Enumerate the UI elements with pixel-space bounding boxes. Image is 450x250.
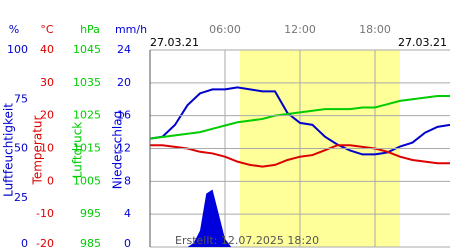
- unit-label: °C: [40, 23, 54, 36]
- y-tick-label: 4: [124, 207, 131, 220]
- unit-label: %: [9, 23, 19, 36]
- y-tick-label: 25: [14, 191, 28, 204]
- y-tick-label: 8: [124, 174, 131, 187]
- y-tick-label: 20: [40, 109, 54, 122]
- x-tick-label: 12:00: [284, 23, 316, 36]
- unit-label: hPa: [80, 23, 100, 36]
- precipitation-area: [187, 189, 232, 247]
- y-tick-label: 20: [117, 76, 131, 89]
- y-tick-label: 995: [80, 207, 101, 220]
- axis-title: Luftdruck: [71, 122, 85, 179]
- y-tick-label: 10: [40, 142, 54, 155]
- y-tick-label: 1025: [73, 109, 101, 122]
- y-tick-label: 1005: [73, 174, 101, 187]
- y-tick-label: 50: [14, 142, 28, 155]
- x-tick-label: 06:00: [209, 23, 241, 36]
- axis-title: Luftfeuchtigkeit: [2, 103, 16, 197]
- y-tick-label: 100: [7, 43, 28, 56]
- series-line: [149, 86, 450, 156]
- y-tick-label: 40: [40, 43, 54, 56]
- y-tick-label: 12: [117, 142, 131, 155]
- y-tick-label: 0: [47, 174, 54, 187]
- y-tick-label: 1015: [73, 142, 101, 155]
- y-tick-label: -20: [36, 237, 54, 250]
- plot-area: [149, 49, 450, 248]
- series-line: [149, 94, 450, 140]
- y-tick-label: 0: [21, 237, 28, 250]
- date-left: 27.03.21: [150, 36, 199, 49]
- series-line: [150, 144, 450, 168]
- y-tick-label: 1045: [73, 43, 101, 56]
- y-tick-label: 30: [40, 76, 54, 89]
- y-tick-label: 24: [117, 43, 131, 56]
- y-tick-label: 75: [14, 92, 28, 105]
- unit-label: mm/h: [115, 23, 147, 36]
- axis-title: Temperatur: [31, 115, 45, 185]
- axis-title: Niederschlag: [111, 111, 125, 189]
- date-right: 27.03.21: [398, 36, 447, 49]
- y-tick-label: 1035: [73, 76, 101, 89]
- y-tick-label: -10: [36, 207, 54, 220]
- y-tick-label: 16: [117, 109, 131, 122]
- y-tick-label: 0: [124, 237, 131, 250]
- x-tick-label: 18:00: [359, 23, 391, 36]
- footer: Erstellt: 12.07.2025 18:20: [175, 234, 319, 247]
- y-tick-label: 985: [80, 237, 101, 250]
